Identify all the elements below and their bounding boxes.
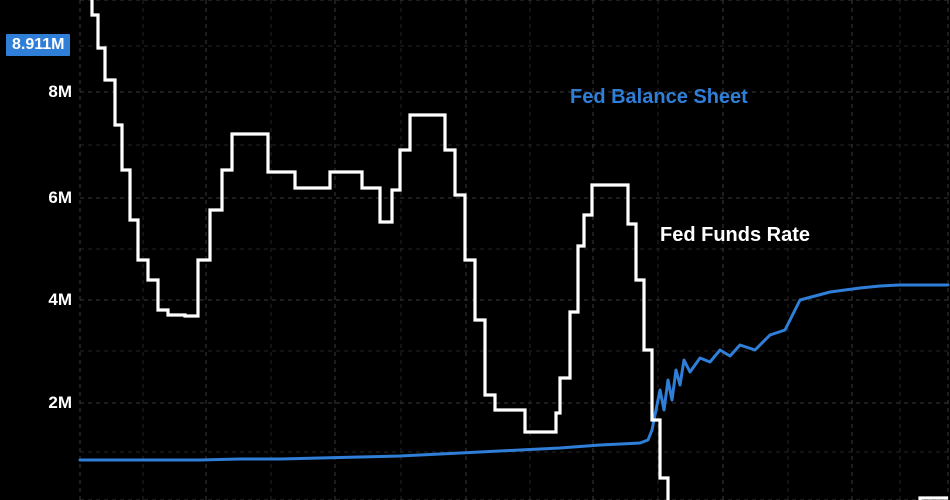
chart-plot bbox=[0, 0, 950, 500]
latest-value-badge: 8.911M bbox=[6, 34, 70, 56]
annotation-balance-sheet: Fed Balance Sheet bbox=[570, 86, 748, 109]
annotation-balance-sheet-text: Fed Balance Sheet bbox=[570, 86, 748, 108]
chart-container: 8.911M Fed Balance Sheet Fed Funds Rate … bbox=[0, 0, 950, 500]
y-axis-tick-label: 6M bbox=[20, 188, 72, 208]
annotation-funds-rate: Fed Funds Rate bbox=[660, 224, 810, 247]
y-axis-tick-label: 2M bbox=[20, 393, 72, 413]
y-axis-tick-label: 4M bbox=[20, 290, 72, 310]
y-axis-tick-label: 8M bbox=[20, 82, 72, 102]
annotation-funds-rate-text: Fed Funds Rate bbox=[660, 224, 810, 246]
latest-value-text: 8.911M bbox=[12, 36, 64, 53]
